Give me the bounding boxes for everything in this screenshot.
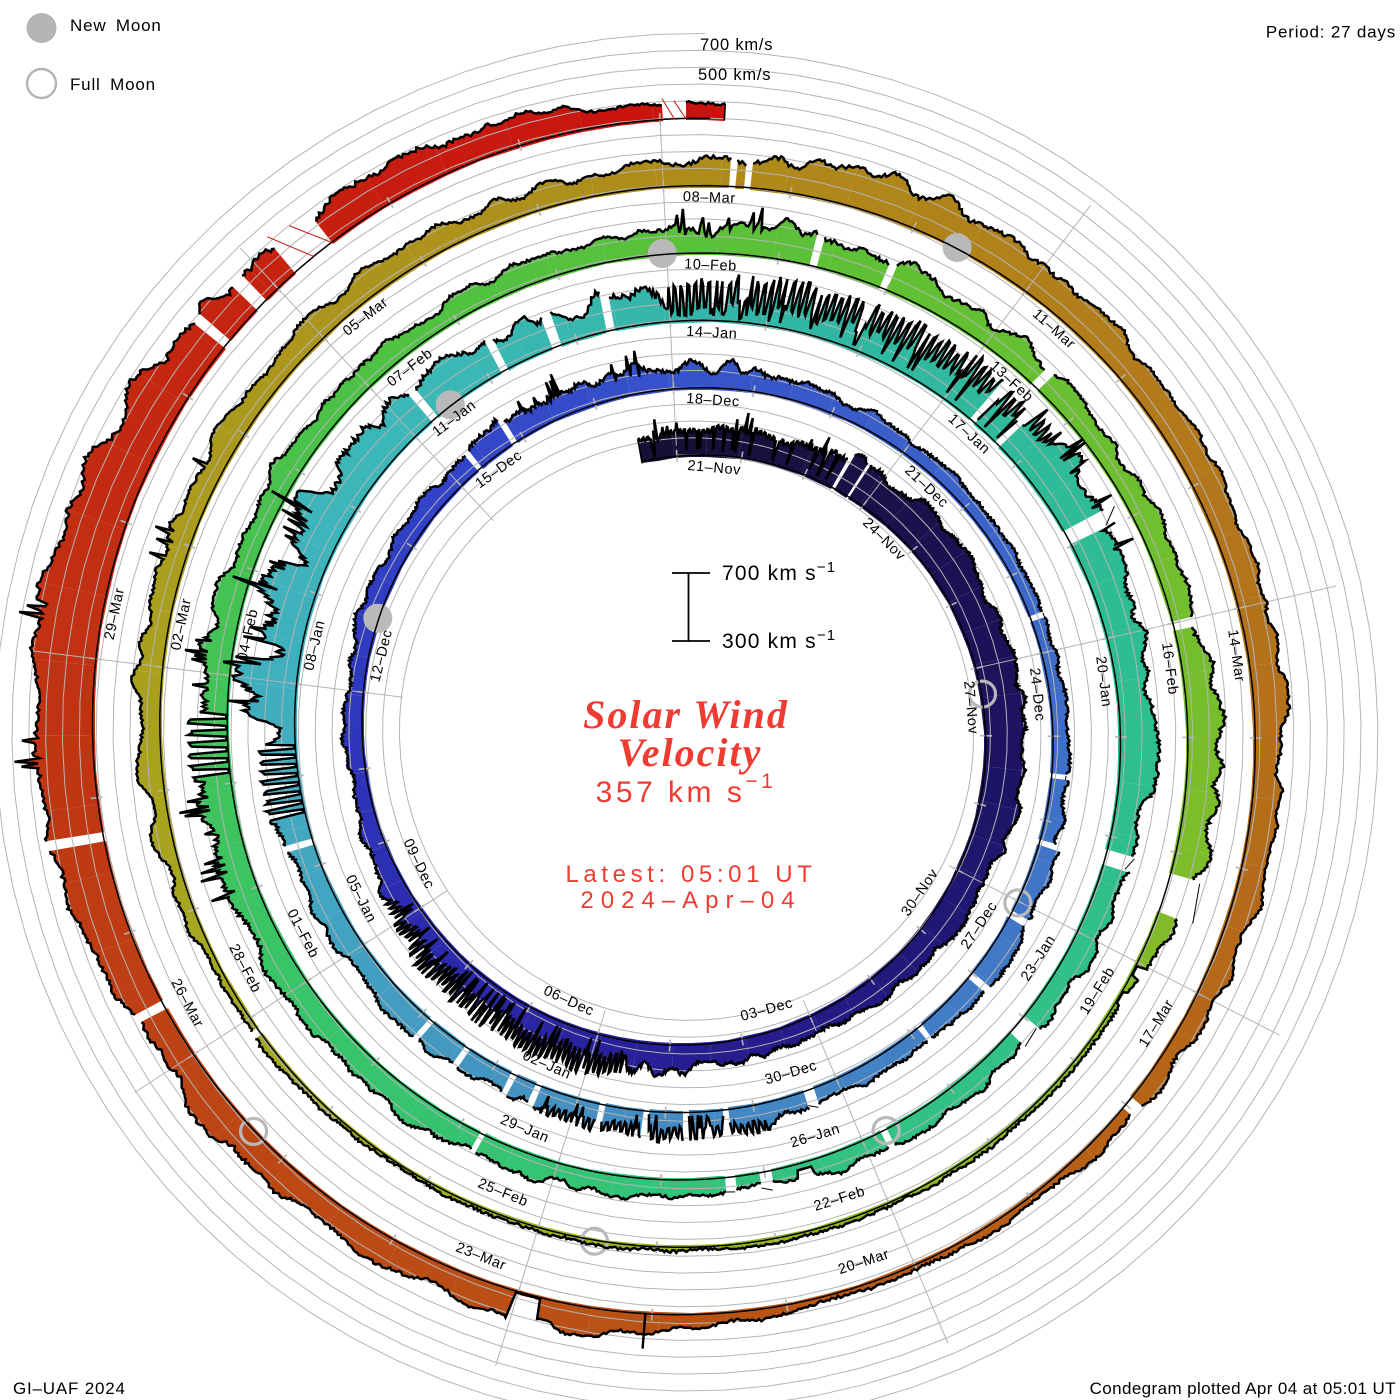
- svg-text:New Moon: New Moon: [70, 16, 162, 35]
- svg-text:500 km/s: 500 km/s: [698, 66, 771, 84]
- svg-text:10–Feb: 10–Feb: [684, 256, 737, 274]
- svg-text:18–Dec: 18–Dec: [686, 391, 741, 411]
- svg-text:14–Jan: 14–Jan: [686, 324, 738, 343]
- svg-text:Condegram plotted Apr 04 at 05: Condegram plotted Apr 04 at 05:01 UT: [1090, 1379, 1396, 1398]
- svg-text:21–Nov: 21–Nov: [687, 458, 742, 479]
- svg-text:14–Mar: 14–Mar: [1224, 629, 1247, 683]
- svg-text:2024–Apr–04: 2024–Apr–04: [580, 887, 801, 914]
- svg-text:Period: 27 days: Period: 27 days: [1266, 23, 1396, 42]
- svg-text:700 km s−1: 700 km s−1: [722, 559, 836, 585]
- svg-text:16–Feb: 16–Feb: [1158, 641, 1181, 695]
- svg-text:Solar Wind: Solar Wind: [583, 692, 789, 737]
- svg-text:Velocity: Velocity: [618, 730, 763, 775]
- svg-text:700 km/s: 700 km/s: [700, 36, 773, 54]
- svg-text:357 km s−1: 357 km s−1: [596, 770, 777, 809]
- svg-text:GI–UAF 2024: GI–UAF 2024: [13, 1379, 126, 1398]
- svg-text:300 km s−1: 300 km s−1: [722, 627, 836, 653]
- svg-text:Latest: 05:01 UT: Latest: 05:01 UT: [565, 861, 816, 888]
- svg-text:24–Dec: 24–Dec: [1026, 667, 1048, 722]
- svg-text:27–Nov: 27–Nov: [960, 680, 981, 735]
- svg-text:08–Mar: 08–Mar: [683, 189, 736, 207]
- svg-text:20–Jan: 20–Jan: [1092, 655, 1114, 708]
- svg-text:Full Moon: Full Moon: [70, 75, 156, 94]
